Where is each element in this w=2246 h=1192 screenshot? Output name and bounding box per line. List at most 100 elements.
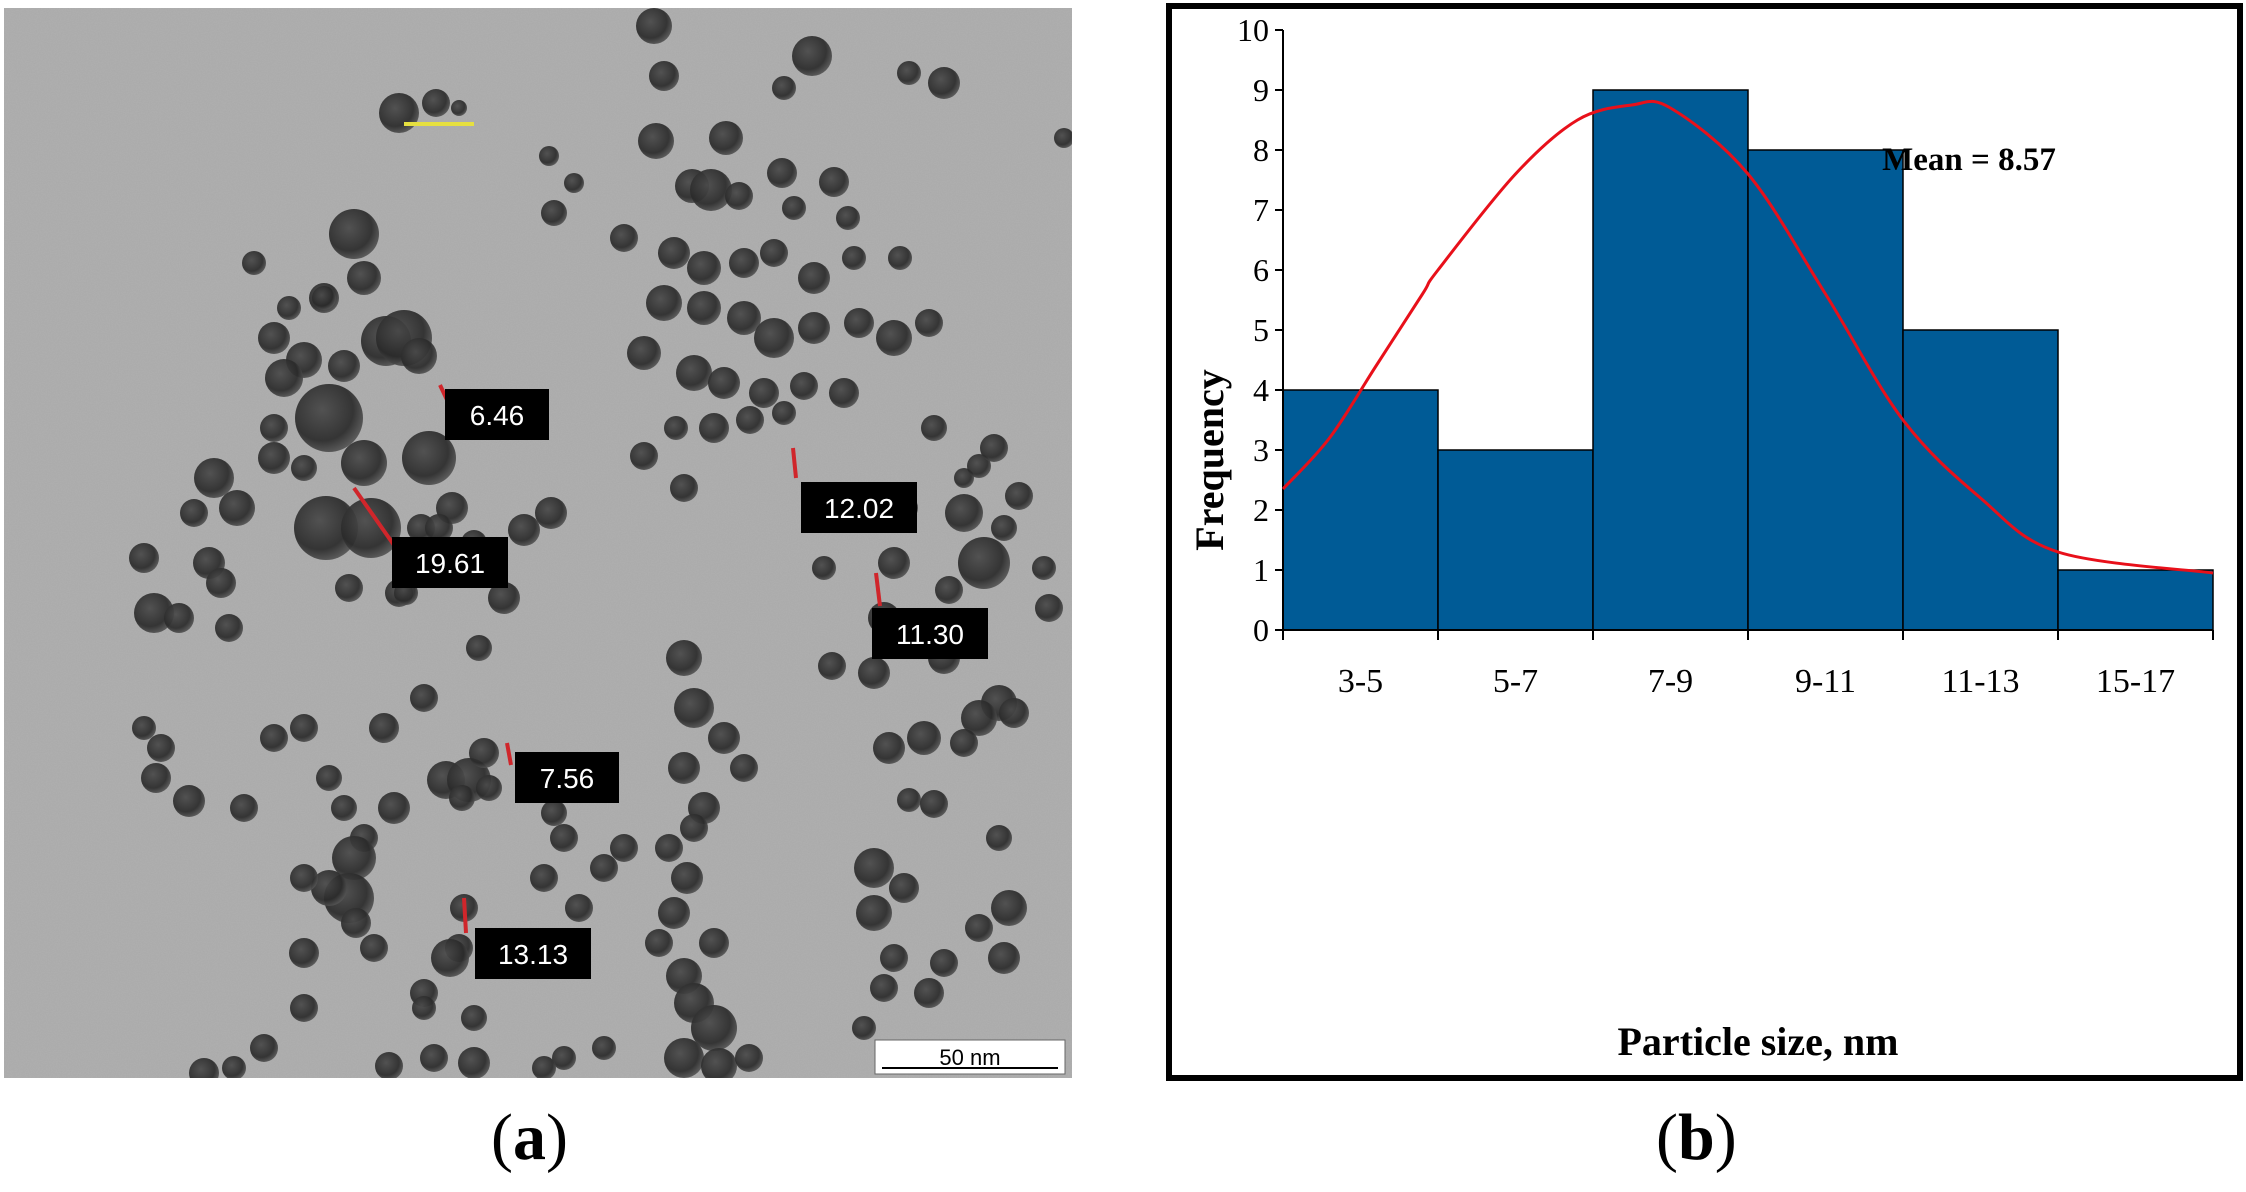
nanoparticle (658, 237, 690, 269)
nanoparticle (930, 949, 958, 977)
nanoparticle (129, 543, 159, 573)
nanoparticle (928, 67, 960, 99)
y-tick-label: 4 (1253, 372, 1269, 408)
nanoparticle (709, 121, 743, 155)
nanoparticle (986, 825, 1012, 851)
nanoparticle (699, 413, 729, 443)
nanoparticle (798, 312, 830, 344)
nanoparticle (954, 468, 974, 488)
nanoparticle (854, 848, 894, 888)
measurement-marker (874, 572, 882, 607)
x-axis-ticks: 3-5 5-7 7-9 9-11 11-13 15-17 (1282, 630, 2214, 700)
y-tick-label: 5 (1253, 312, 1269, 348)
nanoparticle (410, 684, 438, 712)
nanoparticle (289, 938, 319, 968)
x-tick-label: 3-5 (1338, 663, 1383, 700)
nanoparticle (829, 378, 859, 408)
nanoparticle (818, 652, 846, 680)
nanoparticle (550, 824, 578, 852)
nanoparticle (699, 928, 729, 958)
nanoparticle (782, 196, 806, 220)
measurement-label: 6.46 (445, 389, 549, 440)
nanoparticle (790, 372, 818, 400)
nanoparticle (852, 1016, 876, 1040)
caption-paren-close: ) (1714, 1101, 1737, 1174)
nanoparticle (541, 800, 567, 826)
nanoparticle (965, 914, 993, 942)
nanoparticle (277, 296, 301, 320)
nanoparticle (915, 309, 943, 337)
caption-b: (b) (1656, 1105, 1737, 1171)
nanoparticle (332, 836, 376, 880)
nanoparticle (876, 320, 912, 356)
histogram-bar (1592, 89, 1749, 631)
nanoparticle (230, 794, 258, 822)
nanoparticle (290, 864, 318, 892)
nanoparticle (488, 582, 520, 614)
measurement-label: 11.30 (872, 608, 988, 659)
y-tick-label: 1 (1253, 552, 1269, 588)
nanoparticle (265, 359, 303, 397)
measurement-value: 19.61 (415, 548, 485, 579)
nanoparticle (375, 1052, 403, 1078)
nanoparticle (730, 754, 758, 782)
nanoparticle (988, 942, 1020, 974)
nanoparticle (132, 716, 156, 740)
nanoparticle (360, 934, 388, 962)
nanoparticle (671, 862, 703, 894)
nanoparticle (134, 593, 174, 633)
nanoparticle (147, 734, 175, 762)
measurement-marker (352, 486, 398, 550)
nanoparticle (425, 514, 453, 542)
nanoparticle (873, 732, 905, 764)
nanoparticle (690, 169, 732, 211)
nanoparticle (858, 657, 890, 689)
y-tick-label: 9 (1253, 72, 1269, 108)
nanoparticle (772, 76, 796, 100)
nanoparticle (680, 814, 708, 842)
mean-annotation: Mean = 8.57 (1882, 142, 2056, 178)
nanoparticle (760, 239, 788, 267)
measurement-value: 6.46 (470, 400, 525, 431)
nanoparticle (1032, 556, 1056, 580)
nanoparticle (420, 1044, 448, 1072)
y-tick-label: 3 (1253, 432, 1269, 468)
nanoparticle (658, 897, 690, 929)
nanoparticle (329, 209, 379, 259)
measurement-marker (462, 897, 468, 934)
y-tick-label: 7 (1253, 192, 1269, 228)
nanoparticle (369, 713, 399, 743)
nanoparticle (914, 978, 944, 1008)
nanoparticle (412, 996, 436, 1020)
nanoparticle (422, 89, 450, 117)
nanoparticle (749, 378, 779, 408)
nanoparticle (541, 200, 567, 226)
nanoparticle (729, 248, 759, 278)
nanoparticle (958, 537, 1010, 589)
nanoparticle (664, 1038, 704, 1078)
nanoparticle (564, 173, 584, 193)
x-axis-label: Particle size, nm (1618, 1019, 1899, 1064)
nanoparticle (701, 1048, 737, 1078)
nanoparticle (290, 714, 318, 742)
nanoparticle (666, 640, 702, 676)
nanoparticle (772, 401, 796, 425)
nanoparticle (649, 61, 679, 91)
nanoparticle (378, 792, 410, 824)
x-tick-label: 11-13 (1941, 663, 2019, 700)
nanoparticle (476, 775, 502, 801)
nanoparticle (331, 795, 357, 821)
y-axis-label: Frequency (1187, 369, 1232, 550)
nanoparticle (708, 722, 740, 754)
nanoparticle (461, 1005, 487, 1031)
nanoparticle (535, 497, 567, 529)
nanoparticle (180, 499, 208, 527)
nanoparticle (215, 614, 243, 642)
nanoparticle (727, 301, 761, 335)
measurement-labels: 6.46 19.61 12.02 11.30 7.56 13.13 (392, 389, 988, 979)
nanoparticle (590, 854, 618, 882)
x-tick-label: 9-11 (1795, 663, 1856, 700)
nanoparticle (258, 442, 290, 474)
nanoparticle (565, 894, 593, 922)
nanoparticle (401, 338, 437, 374)
